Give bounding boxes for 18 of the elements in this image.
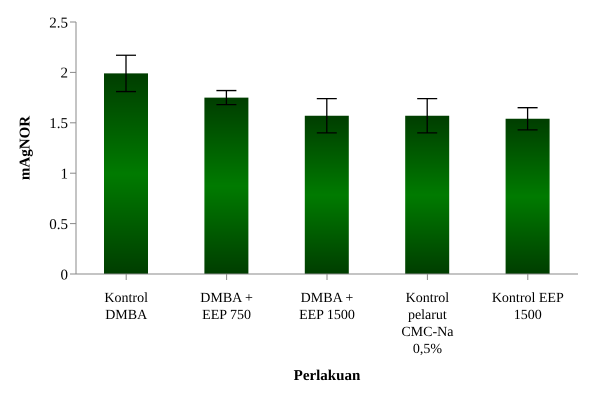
- bar: [104, 73, 148, 274]
- y-tick-label: 1.5: [49, 116, 68, 132]
- x-tick-label: Kontrol pelarut CMC-Na 0,5%: [401, 291, 454, 357]
- y-tick-label: 0: [60, 267, 68, 284]
- x-tick-label: DMBA + EEP 1500: [299, 291, 355, 323]
- y-tick-label: 1: [60, 166, 68, 183]
- bar: [304, 116, 349, 274]
- x-tick-label: Kontrol EEP 1500: [492, 291, 564, 323]
- bar: [204, 98, 248, 274]
- y-tick-label: 0.5: [49, 216, 68, 233]
- y-tick-label: 2.5: [49, 15, 68, 32]
- bar: [405, 116, 450, 274]
- bar: [506, 118, 550, 274]
- x-tick-label: Kontrol DMBA: [104, 291, 148, 323]
- x-axis-title: Perlakuan: [294, 368, 361, 384]
- y-tick-label: 2: [60, 66, 68, 82]
- x-tick-label: DMBA + EEP 750: [200, 291, 254, 323]
- y-axis-title: mAgNOR: [17, 116, 34, 180]
